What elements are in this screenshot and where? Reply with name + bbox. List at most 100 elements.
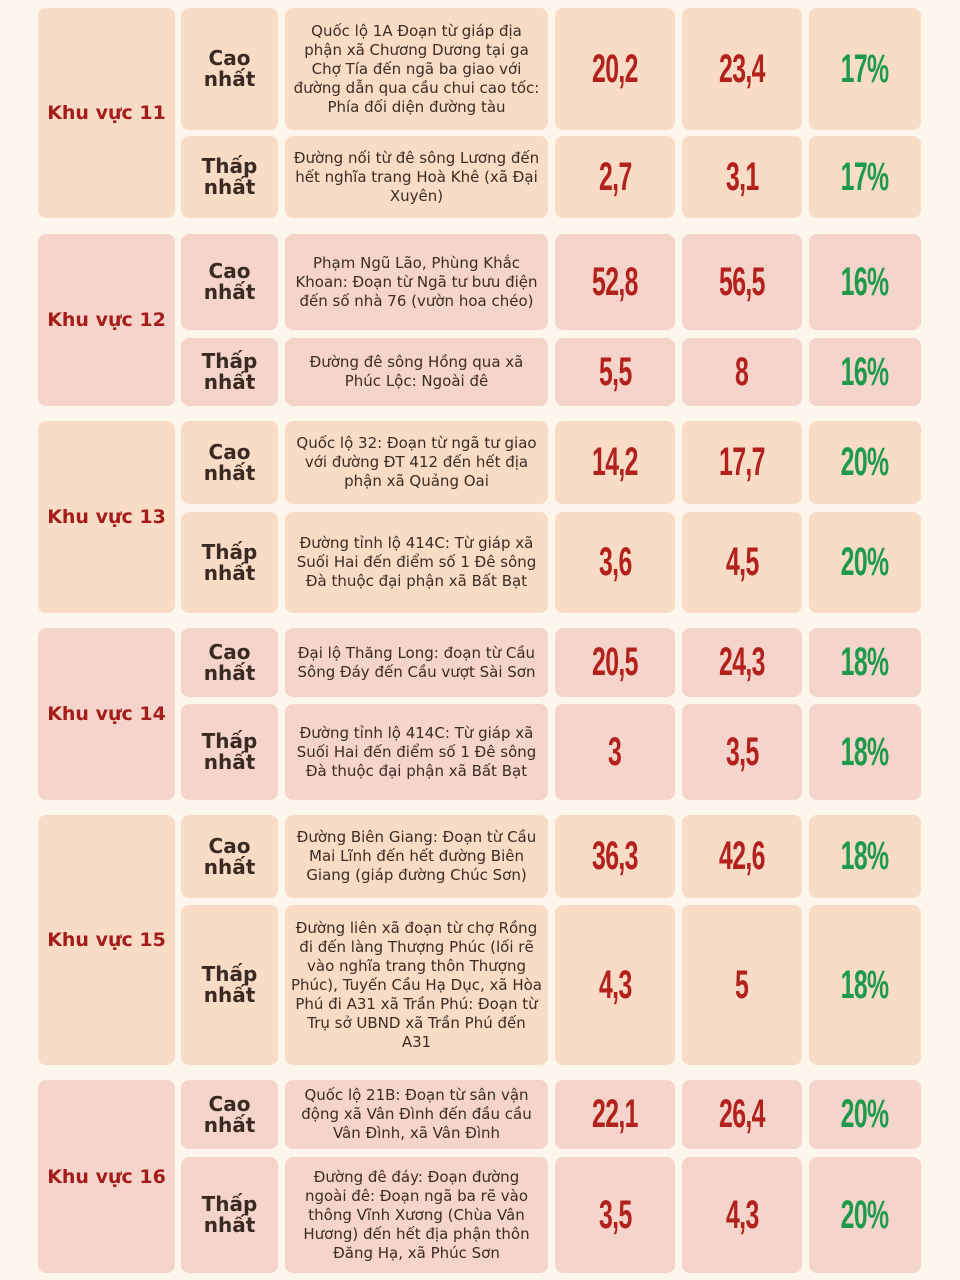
old-price-cell: 20,2 [555, 8, 675, 130]
change-cell: 18% [809, 815, 921, 898]
location-cell: Đường liên xã đoạn từ chợ Rồng đi đến là… [285, 905, 548, 1065]
location-cell: Quốc lộ 32: Đoạn từ ngã tư giao với đườn… [285, 421, 548, 504]
new-price: 4,5 [725, 540, 759, 584]
level-cell: Thấp nhất [181, 905, 278, 1065]
old-price-cell: 20,5 [555, 628, 675, 697]
location-cell: Quốc lộ 21B: Đoạn từ sân vận động xã Vân… [285, 1080, 548, 1149]
change-cell: 17% [809, 136, 921, 218]
level-label: Thấp nhất [201, 729, 258, 774]
location-cell: Đại lộ Thăng Long: đoạn từ Cầu Sông Đáy … [285, 628, 548, 697]
old-price-cell: 14,2 [555, 421, 675, 504]
new-price: 26,4 [719, 1092, 765, 1136]
new-price: 56,5 [719, 259, 765, 304]
old-price-cell: 52,8 [555, 234, 675, 330]
region-label: Khu vực 13 [47, 506, 166, 528]
new-price: 23,4 [719, 46, 765, 91]
change-percent: 18% [841, 640, 889, 684]
level-cell: Cao nhất [181, 1080, 278, 1149]
new-price-cell: 17,7 [682, 421, 802, 504]
region-cell: Khu vực 15 [38, 815, 175, 1065]
old-price: 36,3 [592, 834, 638, 878]
level-cell: Thấp nhất [181, 338, 278, 406]
old-price: 52,8 [592, 259, 638, 304]
region-label: Khu vực 14 [47, 703, 166, 725]
location-cell: Đường Biên Giang: Đoạn từ Cầu Mai Lĩnh đ… [285, 815, 548, 898]
new-price: 5 [735, 962, 749, 1007]
location-text: Quốc lộ 32: Đoạn từ ngã tư giao với đườn… [296, 434, 537, 490]
change-percent: 16% [841, 349, 889, 394]
change-percent: 20% [841, 1092, 889, 1136]
level-label: Cao nhất [203, 439, 256, 485]
level-label: Cao nhất [203, 639, 256, 685]
location-text: Đường tỉnh lộ 414C: Từ giáp xã Suối Hai … [296, 534, 537, 590]
change-cell: 20% [809, 1157, 921, 1273]
new-price: 17,7 [719, 440, 765, 484]
level-label: Cao nhất [203, 46, 256, 91]
location-cell: Phạm Ngũ Lão, Phùng Khắc Khoan: Đoạn từ … [285, 234, 548, 330]
level-cell: Cao nhất [181, 234, 278, 330]
level-cell: Cao nhất [181, 628, 278, 697]
level-cell: Thấp nhất [181, 136, 278, 218]
region-label: Khu vực 12 [47, 309, 166, 331]
location-text: Đường nối từ đê sông Lương đến hết nghĩa… [293, 148, 540, 205]
change-cell: 20% [809, 421, 921, 504]
location-cell: Quốc lộ 1A Đoạn từ giáp địa phận xã Chươ… [285, 8, 548, 130]
region-label: Khu vực 11 [47, 102, 166, 124]
level-label: Cao nhất [203, 833, 256, 879]
level-label: Thấp nhất [201, 349, 258, 394]
new-price: 8 [735, 349, 749, 394]
old-price-cell: 2,7 [555, 136, 675, 218]
level-cell: Thấp nhất [181, 1157, 278, 1273]
old-price: 3,6 [598, 540, 632, 584]
location-text: Quốc lộ 21B: Đoạn từ sân vận động xã Vân… [301, 1086, 532, 1142]
location-cell: Đường đê sông Hồng qua xã Phúc Lộc: Ngoà… [285, 338, 548, 406]
new-price-cell: 5 [682, 905, 802, 1065]
level-label: Thấp nhất [201, 154, 258, 199]
change-percent: 20% [841, 1192, 889, 1237]
change-percent: 18% [841, 962, 889, 1007]
old-price: 20,5 [592, 640, 638, 684]
new-price-cell: 26,4 [682, 1080, 802, 1149]
level-label: Cao nhất [203, 259, 256, 304]
location-cell: Đường tỉnh lộ 414C: Từ giáp xã Suối Hai … [285, 512, 548, 613]
old-price-cell: 3,5 [555, 1157, 675, 1273]
location-text: Đại lộ Thăng Long: đoạn từ Cầu Sông Đáy … [297, 643, 536, 681]
change-percent: 18% [841, 729, 889, 774]
change-percent: 16% [841, 259, 889, 304]
level-label: Thấp nhất [201, 1192, 258, 1237]
location-text: Quốc lộ 1A Đoạn từ giáp địa phận xã Chươ… [293, 21, 540, 116]
level-label: Cao nhất [203, 1091, 256, 1137]
new-price: 3,1 [725, 154, 759, 199]
location-text: Đường liên xã đoạn từ chợ Rồng đi đến là… [291, 918, 542, 1051]
level-label: Thấp nhất [201, 962, 258, 1007]
change-cell: 18% [809, 704, 921, 800]
new-price-cell: 23,4 [682, 8, 802, 130]
change-cell: 18% [809, 905, 921, 1065]
new-price-cell: 24,3 [682, 628, 802, 697]
change-cell: 20% [809, 512, 921, 613]
region-label: Khu vực 16 [47, 1165, 166, 1188]
old-price-cell: 5,5 [555, 338, 675, 406]
new-price: 42,6 [719, 834, 765, 878]
region-cell: Khu vực 12 [38, 234, 175, 406]
change-percent: 20% [841, 540, 889, 584]
location-cell: Đường đê đáy: Đoạn đường ngoài đê: Đoạn … [285, 1157, 548, 1273]
change-cell: 18% [809, 628, 921, 697]
level-label: Thấp nhất [201, 539, 258, 585]
location-text: Đường đê sông Hồng qua xã Phúc Lộc: Ngoà… [309, 353, 524, 390]
new-price: 3,5 [725, 729, 759, 774]
location-text: Đường đê đáy: Đoạn đường ngoài đê: Đoạn … [303, 1167, 530, 1262]
level-cell: Thấp nhất [181, 704, 278, 800]
new-price: 4,3 [725, 1192, 759, 1237]
change-percent: 17% [841, 46, 889, 91]
old-price: 20,2 [592, 46, 638, 91]
old-price: 22,1 [592, 1092, 638, 1136]
change-cell: 16% [809, 234, 921, 330]
level-cell: Cao nhất [181, 815, 278, 898]
new-price-cell: 56,5 [682, 234, 802, 330]
old-price-cell: 3,6 [555, 512, 675, 613]
change-cell: 20% [809, 1080, 921, 1149]
region-cell: Khu vực 13 [38, 421, 175, 613]
new-price-cell: 42,6 [682, 815, 802, 898]
region-cell: Khu vực 14 [38, 628, 175, 800]
